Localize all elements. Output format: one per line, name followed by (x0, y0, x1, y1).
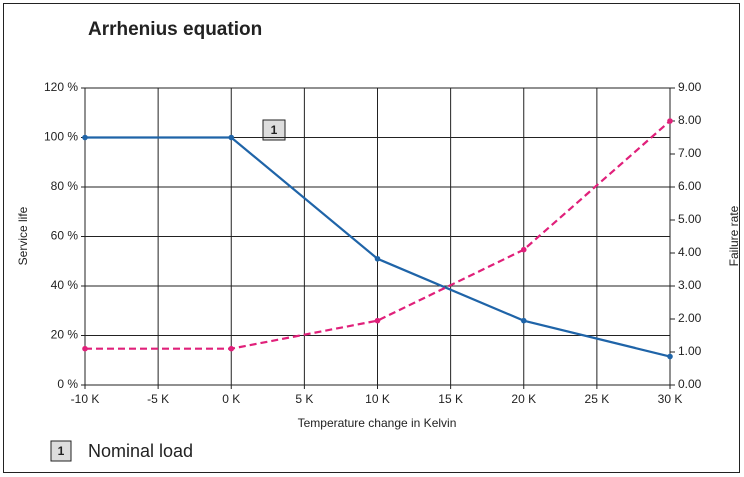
point (667, 353, 673, 360)
note-marker: 1 (58, 444, 65, 458)
point (667, 118, 673, 124)
x-tick-label: 5 K (295, 392, 313, 406)
y2-tick-label: 7.00 (678, 146, 702, 160)
y-tick-label: 100 % (44, 130, 78, 144)
point (520, 317, 527, 324)
point (228, 134, 235, 141)
y2-tick-label: 5.00 (678, 212, 702, 226)
x-tick-label: 10 K (365, 392, 390, 406)
y2-tick-label: 4.00 (678, 245, 702, 259)
y2-axis-label: Failure rate (727, 205, 741, 266)
y2-tick-label: 9.00 (678, 80, 702, 94)
y-tick-label: 60 % (51, 229, 79, 243)
x-tick-label: 20 K (511, 392, 536, 406)
y-tick-label: 120 % (44, 80, 78, 94)
y-tick-label: 20 % (51, 328, 79, 342)
point (520, 246, 527, 253)
x-tick-label: 15 K (438, 392, 463, 406)
x-tick-label: 0 K (222, 392, 240, 406)
y-tick-label: 0 % (57, 377, 78, 391)
x-axis-label: Temperature change in Kelvin (298, 416, 457, 430)
y2-tick-label: 6.00 (678, 179, 702, 193)
y2-tick-label: 0.00 (678, 377, 702, 391)
y-axis-label: Service life (16, 206, 30, 265)
marker-box (262, 119, 286, 141)
point (228, 345, 235, 352)
point (374, 255, 381, 262)
x-tick-label: -5 K (147, 392, 169, 406)
y2-tick-label: 8.00 (678, 113, 702, 127)
marker-label: 1 (271, 123, 278, 137)
y2-tick-label: 2.00 (678, 311, 702, 325)
point (374, 317, 381, 324)
frame (3, 3, 740, 473)
x-tick-label: 30 K (658, 392, 683, 406)
y-tick-label: 80 % (51, 179, 79, 193)
y2-tick-label: 3.00 (678, 278, 702, 292)
x-tick-label: 25 K (585, 392, 610, 406)
x-tick-label: -10 K (71, 392, 100, 406)
note-box (50, 440, 72, 462)
chart-title: Arrhenius equation (88, 19, 262, 40)
point (82, 345, 88, 352)
note: Nominal load (88, 441, 193, 461)
y2-tick-label: 1.00 (678, 344, 702, 358)
line-series (85, 120, 671, 350)
y-tick-label: 40 % (51, 278, 79, 292)
point (82, 134, 88, 141)
